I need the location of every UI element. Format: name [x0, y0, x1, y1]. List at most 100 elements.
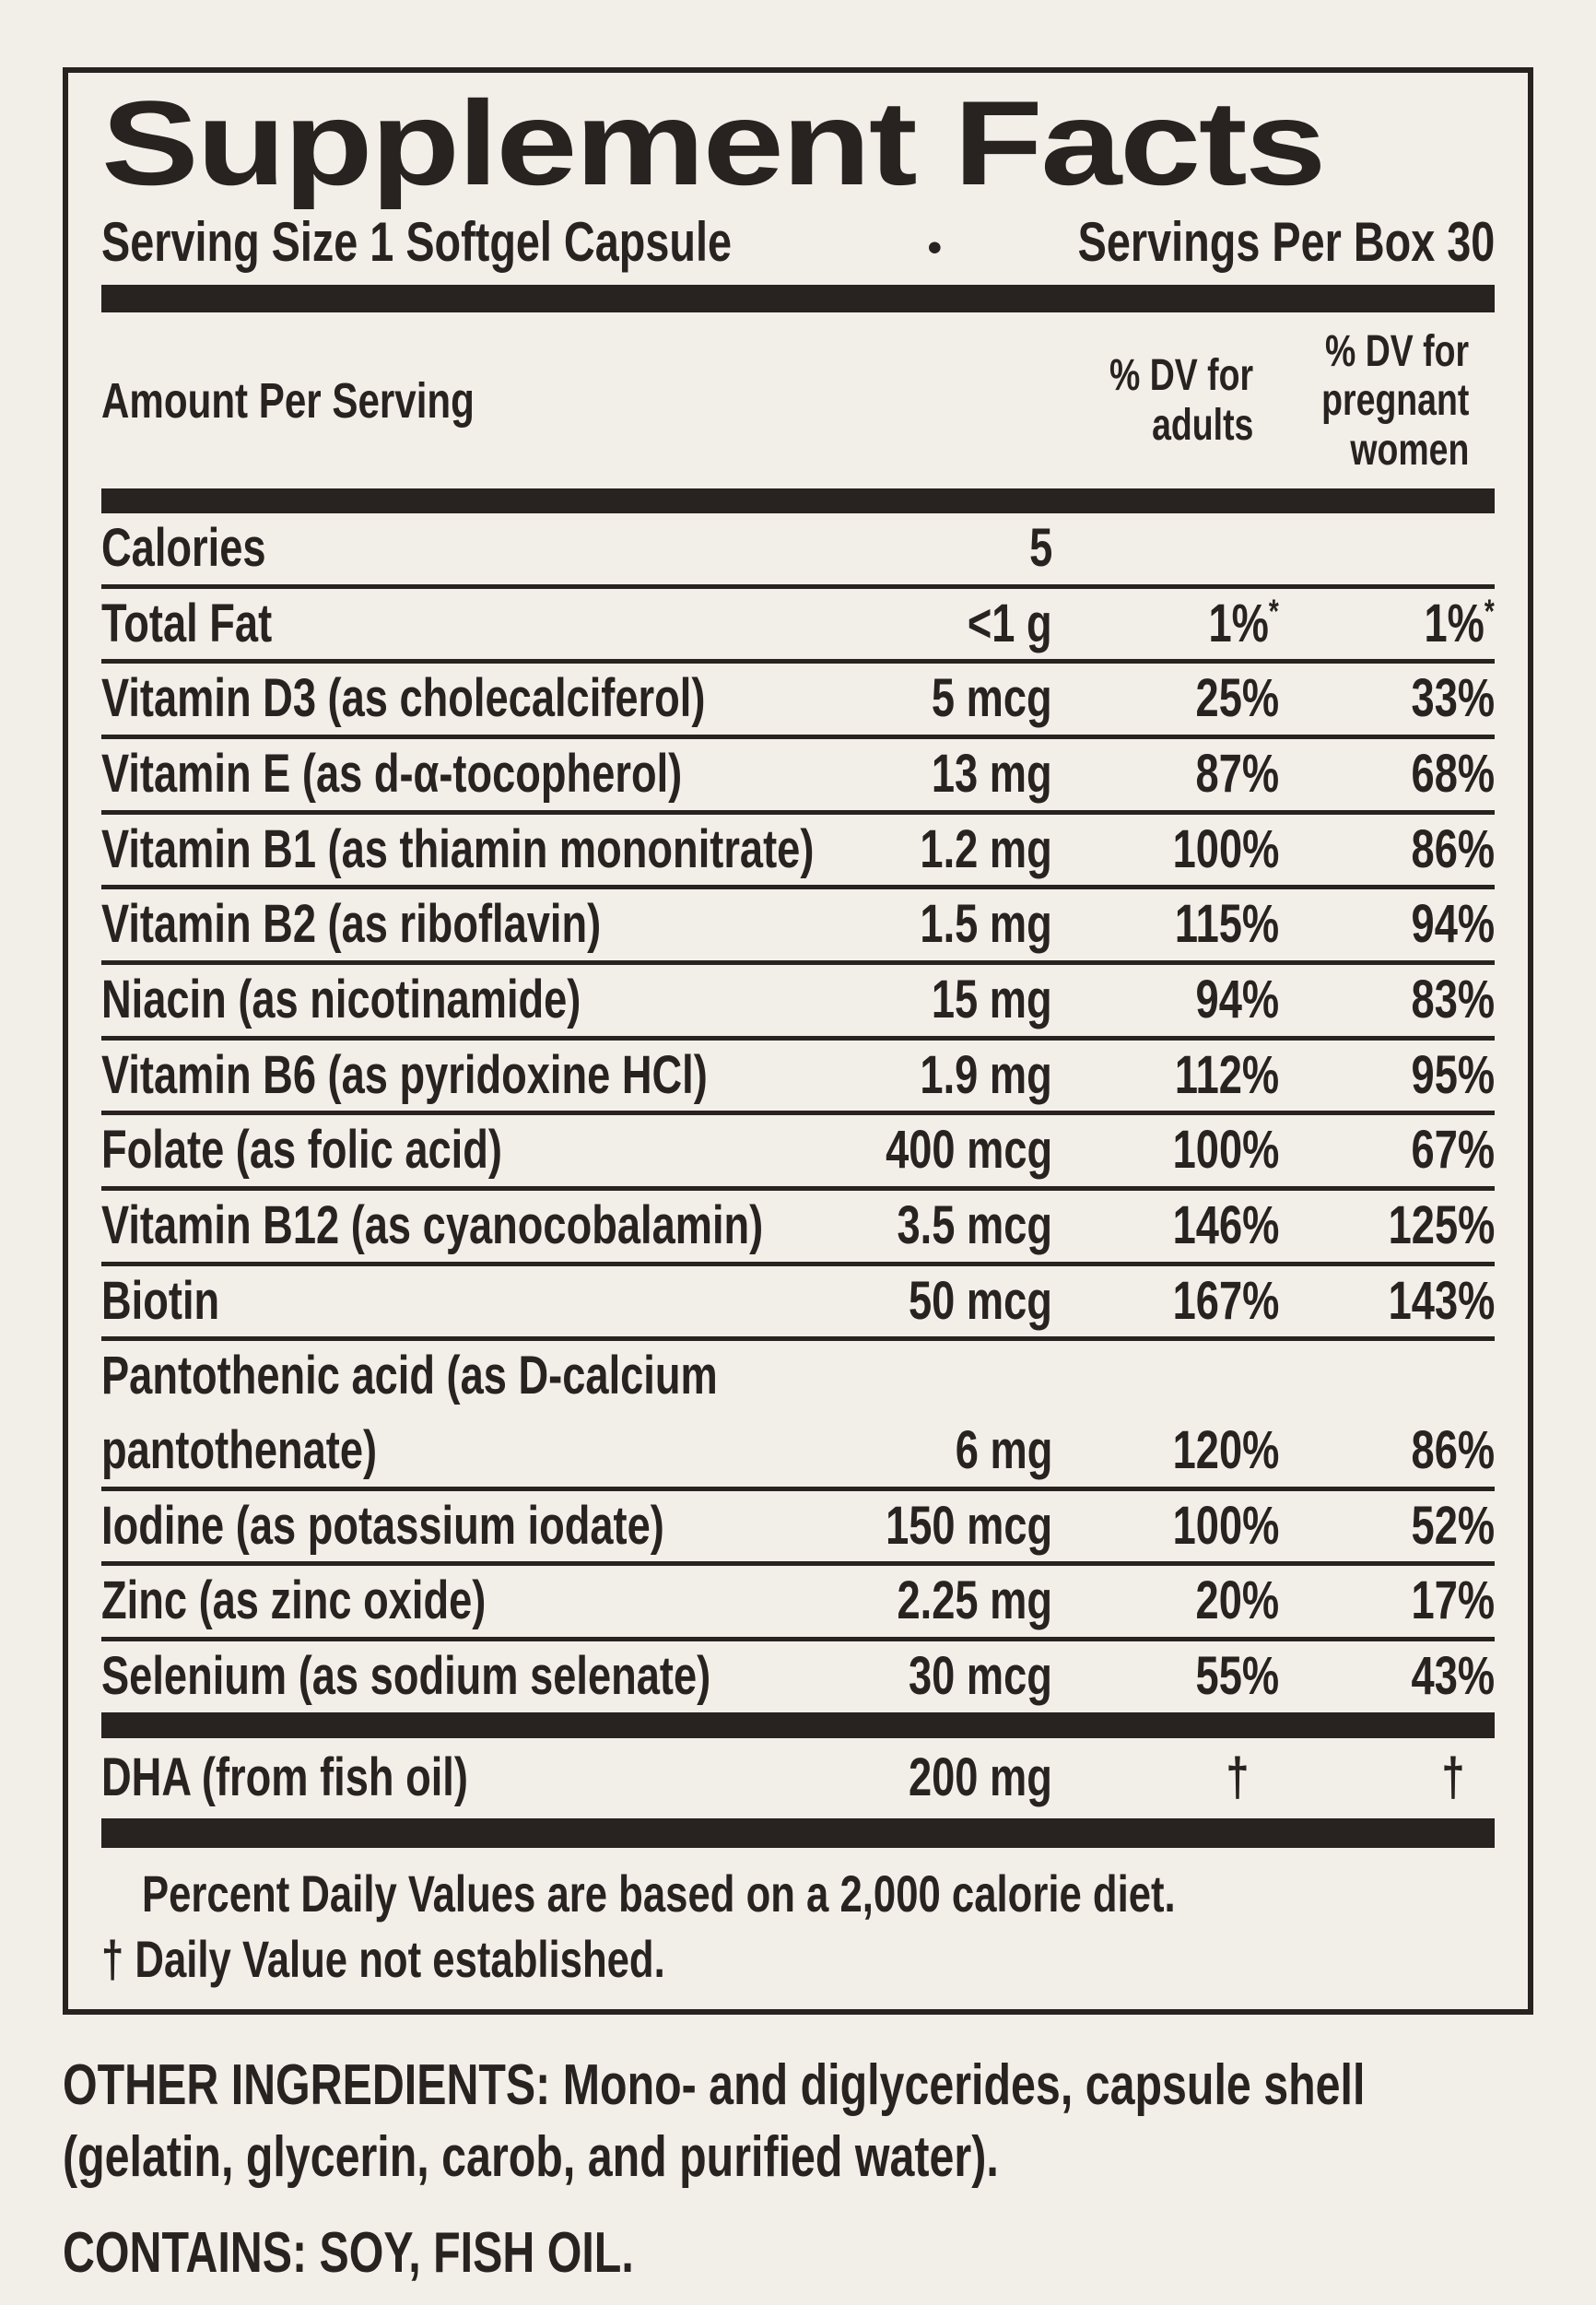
table-row: Vitamin B1 (as thiamin mononitrate) 1.2 …	[101, 809, 1495, 886]
table-row: Calories 5	[101, 513, 1495, 584]
row-name: Selenium (as sodium selenate)	[101, 1646, 711, 1707]
table-row: Folate (as folic acid) 400 mcg 100% 67%	[101, 1111, 1495, 1186]
row-dv-pregnant	[1279, 518, 1495, 580]
contains-statement: CONTAINS: SOY, FISH OIL.	[63, 2221, 634, 2286]
row-dv-adults: 100%	[1172, 1120, 1279, 1181]
row-dv-adults	[1052, 518, 1279, 580]
row-amount: 400 mcg	[885, 1120, 1052, 1181]
bullet-separator: •	[909, 210, 960, 274]
other-ingredients-label: OTHER INGREDIENTS:	[63, 2052, 551, 2117]
panel-title-row: Supplement Facts	[101, 82, 1495, 205]
percent-dv-footnote: Percent Daily Values are based on a 2,00…	[142, 1864, 1176, 1923]
row-amount: 6 mg	[955, 1420, 1052, 1481]
row-dv-pregnant: 43%	[1411, 1646, 1495, 1707]
row-dv-adults: 20%	[1195, 1570, 1279, 1631]
row-dv-pregnant: 68%	[1411, 743, 1495, 804]
row-dv-pregnant: 86%	[1411, 1420, 1495, 1481]
row-name: Niacin (as nicotinamide)	[101, 969, 581, 1029]
table-row: Vitamin B12 (as cyanocobalamin) 3.5 mcg …	[101, 1186, 1495, 1262]
row-dv-adults: 146%	[1172, 1195, 1279, 1256]
serving-size-text: Serving Size 1 Softgel Capsule	[101, 210, 732, 273]
column-header-dv-pregnant: % DV for pregnant women	[1320, 326, 1469, 476]
row-dv-adults: 115%	[1174, 894, 1279, 955]
row-name: Pantothenic acid (as D-calcium pantothena…	[101, 1346, 718, 1481]
row-dv-adults: 100%	[1172, 1495, 1279, 1556]
table-row: Pantothenic acid (as D-calcium pantothena…	[101, 1336, 1495, 1486]
nutrient-table: Calories 5 Total Fat <1 g 1%* 1%* Vitami…	[101, 513, 1495, 1712]
row-name: Vitamin D3 (as cholecalciferol)	[101, 668, 706, 729]
row-dv-adults: 1%*	[1208, 592, 1279, 653]
row-name: Total Fat	[101, 593, 273, 653]
row-name: Zinc (as zinc oxide)	[101, 1570, 487, 1631]
row-name: Calories	[101, 517, 266, 578]
row-dv-pregnant: 52%	[1411, 1495, 1495, 1556]
row-amount: 1.2 mg	[920, 818, 1052, 879]
table-row: Vitamin E (as d-α-tocopherol) 13 mg 87% …	[101, 734, 1495, 810]
row-name: Vitamin B2 (as riboflavin)	[101, 894, 602, 955]
serving-info-row: Serving Size 1 Softgel Capsule • Serving…	[101, 210, 1495, 274]
row-amount: 5	[1028, 517, 1052, 578]
column-header-dv-adults: % DV for adults	[1109, 351, 1253, 451]
row-dv-adults: 94%	[1195, 969, 1279, 1029]
table-row: Biotin 50 mcg 167% 143%	[101, 1261, 1495, 1337]
dagger-footnote: † Daily Value not established.	[101, 1930, 665, 1989]
dha-section: DHA (from fish oil) 200 mg † †	[101, 1738, 1495, 1818]
row-dv-pregnant: †	[1441, 1746, 1465, 1807]
row-amount: <1 g	[968, 593, 1052, 653]
table-row: Selenium (as sodium selenate) 30 mcg 55%…	[101, 1637, 1495, 1712]
row-amount: 5 mcg	[932, 668, 1052, 729]
table-row: Iodine (as potassium iodate) 150 mcg 100…	[101, 1486, 1495, 1562]
divider-bar-header	[101, 488, 1495, 513]
row-name: Iodine (as potassium iodate)	[101, 1495, 664, 1556]
row-dv-adults: 25%	[1195, 668, 1279, 729]
row-name: Vitamin B6 (as pyridoxine HCl)	[101, 1044, 708, 1105]
row-amount: 3.5 mcg	[897, 1195, 1052, 1256]
row-dv-pregnant: 95%	[1411, 1044, 1495, 1105]
divider-bar-above-dha	[101, 1711, 1495, 1738]
table-row: DHA (from fish oil) 200 mg † †	[101, 1738, 1495, 1818]
divider-bar-below-dha	[101, 1817, 1495, 1848]
row-dv-pregnant: 67%	[1411, 1120, 1495, 1181]
row-dv-adults: 100%	[1172, 818, 1279, 879]
row-name: DHA (from fish oil)	[101, 1746, 468, 1807]
other-ingredients-line1: OTHER INGREDIENTS: Mono- and diglyceride…	[63, 2050, 1533, 2122]
row-dv-adults: 87%	[1195, 743, 1279, 804]
panel-title: Supplement Facts	[101, 76, 1326, 210]
footnotes: Percent Daily Values are based on a 2,00…	[101, 1848, 1495, 2009]
row-dv-adults: 55%	[1195, 1646, 1279, 1707]
below-panel-text: OTHER INGREDIENTS: Mono- and diglyceride…	[63, 2050, 1533, 2289]
row-amount: 150 mcg	[885, 1495, 1052, 1556]
table-row: Zinc (as zinc oxide) 2.25 mg 20% 17%	[101, 1561, 1495, 1637]
row-amount: 15 mg	[932, 969, 1052, 1029]
row-amount: 2.25 mg	[897, 1570, 1052, 1631]
row-dv-pregnant: 83%	[1411, 969, 1495, 1029]
table-row: Vitamin B2 (as riboflavin) 1.5 mg 115% 9…	[101, 885, 1495, 960]
row-dv-adults: 112%	[1174, 1044, 1279, 1105]
row-amount: 50 mcg	[909, 1270, 1052, 1331]
row-amount: 30 mcg	[909, 1646, 1052, 1707]
row-name: Vitamin B12 (as cyanocobalamin)	[101, 1195, 764, 1256]
supplement-facts-panel: Supplement Facts Serving Size 1 Softgel …	[63, 67, 1533, 2015]
table-row: Vitamin D3 (as cholecalciferol) 5 mcg 25…	[101, 659, 1495, 735]
other-ingredients-line2: (gelatin, glycerin, carob, and purified …	[63, 2124, 999, 2189]
divider-bar-top	[101, 284, 1495, 312]
row-dv-pregnant: 86%	[1411, 818, 1495, 879]
dot-icon: •	[927, 224, 943, 270]
column-header-amount-per-serving: Amount Per Serving	[101, 373, 475, 429]
row-dv-pregnant: 17%	[1411, 1570, 1495, 1631]
row-dv-adults: 120%	[1172, 1420, 1279, 1481]
row-dv-pregnant: 125%	[1388, 1195, 1495, 1256]
other-ingredients-text: Mono- and diglycerides, capsule shell	[550, 2052, 1366, 2117]
table-row: Vitamin B6 (as pyridoxine HCl) 1.9 mg 11…	[101, 1035, 1495, 1111]
row-dv-pregnant: 33%	[1411, 668, 1495, 729]
row-dv-pregnant: 94%	[1411, 894, 1495, 955]
row-amount: 1.9 mg	[920, 1044, 1052, 1105]
row-dv-adults: †	[1226, 1746, 1250, 1807]
row-name: Vitamin E (as d-α-tocopherol)	[101, 743, 683, 804]
row-dv-pregnant: 143%	[1388, 1270, 1495, 1331]
column-header-row: Amount Per Serving % DV for adults % DV …	[101, 312, 1495, 488]
row-name: Folate (as folic acid)	[101, 1120, 502, 1181]
row-amount: 13 mg	[932, 743, 1052, 804]
row-dv-pregnant: 1%*	[1424, 592, 1495, 653]
